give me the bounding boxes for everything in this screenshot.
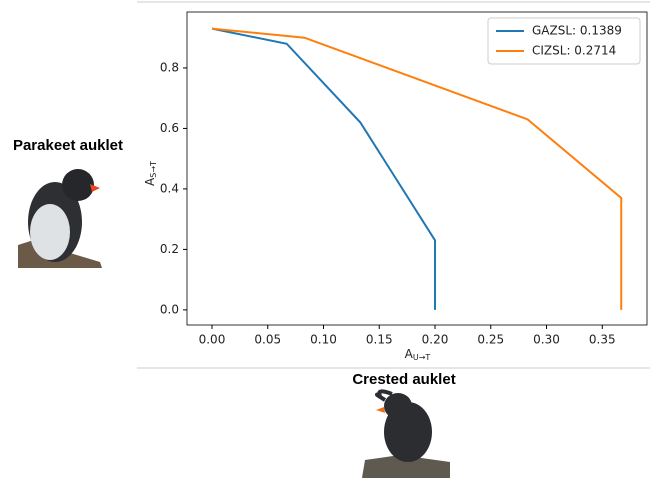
x-tick-label: 0.00: [199, 333, 226, 347]
x-tick-label: 0.10: [310, 333, 337, 347]
x-tick-label: 0.15: [366, 333, 393, 347]
y-tick-label: 0.6: [160, 121, 179, 135]
parakeet-auklet-image: [18, 169, 102, 268]
y-axis-label: AS→T: [143, 161, 158, 186]
y-tick-label: 0.0: [160, 302, 179, 316]
image-label: Crested auklet: [352, 371, 455, 388]
y-tick-label: 0.4: [160, 181, 179, 195]
x-tick-label: 0.25: [477, 333, 504, 347]
y-axis-label-base: A: [143, 177, 157, 186]
legend-label: GAZSL: 0.1389: [532, 24, 622, 38]
x-tick-label: 0.30: [533, 333, 560, 347]
image-label: Parakeet auklet: [13, 137, 123, 154]
crested-auklet-image: [362, 389, 450, 478]
y-tick-label: 0.2: [160, 242, 179, 256]
legend-box: [487, 17, 641, 65]
x-tick-label: 0.05: [254, 333, 281, 347]
legend-label: CIZSL: 0.2714: [532, 44, 616, 58]
x-tick-label: 0.20: [422, 333, 449, 347]
y-tick-label: 0.8: [160, 60, 179, 74]
x-tick-label: 0.35: [589, 333, 616, 347]
plot-frame: [186, 11, 648, 326]
x-axis-label-sub: U→T: [413, 353, 431, 362]
y-axis-label-sub: S→T: [149, 161, 158, 178]
x-axis-label-base: A: [405, 347, 414, 361]
series-line: [211, 27, 437, 310]
series-line: [211, 27, 623, 310]
x-axis-label: AU→T: [405, 347, 431, 362]
